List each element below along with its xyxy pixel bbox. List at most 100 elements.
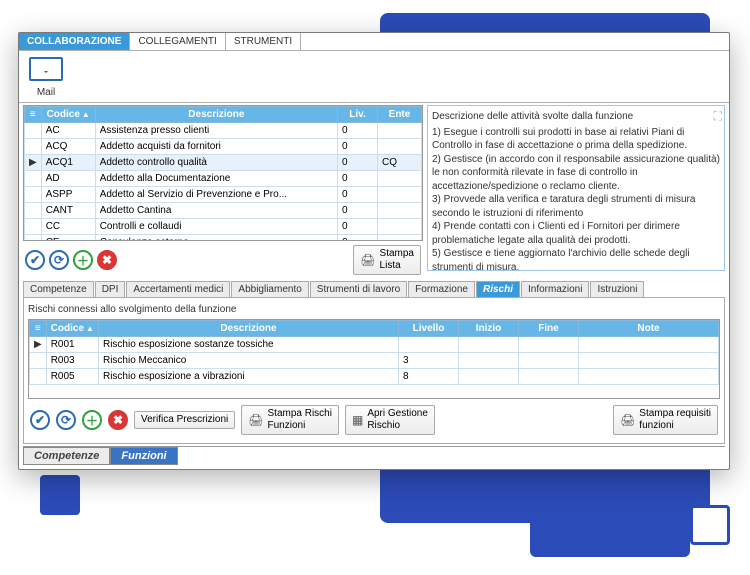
sub-tab-dpi[interactable]: DPI: [95, 281, 126, 297]
cell-codice: ASPP: [41, 187, 95, 203]
table-row[interactable]: AD Addetto alla Documentazione 0: [25, 171, 422, 187]
row-handle[interactable]: [25, 139, 42, 155]
sub-tab-competenze[interactable]: Competenze: [23, 281, 94, 297]
apri-gestione-rischio-button[interactable]: ▦ Apri Gestione Rischio: [345, 405, 435, 435]
cell-inizio: [459, 369, 519, 385]
ribbon-tab-collegamenti[interactable]: COLLEGAMENTI: [130, 33, 225, 50]
cell-descrizione: Rischio Meccanico: [98, 353, 398, 369]
col-descrizione[interactable]: Descrizione: [95, 107, 337, 123]
r-refresh-button[interactable]: ⟳: [56, 410, 76, 430]
cell-codice: ACQ: [41, 139, 95, 155]
cell-fine: [519, 337, 579, 353]
cell-inizio: [459, 337, 519, 353]
cell-liv: 0: [338, 203, 378, 219]
main-grid[interactable]: ≡ Codice▲ Descrizione Liv. Ente AC Assis…: [23, 105, 423, 241]
table-row[interactable]: R005 Rischio esposizione a vibrazioni 8: [30, 369, 719, 385]
print-icon: 🖨: [248, 413, 263, 427]
table-row[interactable]: ▶ R001 Rischio esposizione sostanze toss…: [30, 337, 719, 353]
r-delete-button[interactable]: ✖: [108, 410, 128, 430]
verifica-prescrizioni-button[interactable]: Verifica Prescrizioni: [134, 411, 235, 429]
table-row[interactable]: ▶ ACQ1 Addetto controllo qualità 0 CQ: [25, 155, 422, 171]
cell-liv: 0: [338, 219, 378, 235]
ribbon-tab-collaborazione[interactable]: COLLABORAZIONE: [19, 33, 130, 50]
print-icon: 🖨: [360, 253, 375, 267]
add-button[interactable]: ＋: [73, 250, 93, 270]
table-row[interactable]: AC Assistenza presso clienti 0: [25, 123, 422, 139]
cell-descrizione: Rischio esposizione a vibrazioni: [98, 369, 398, 385]
cell-ente: [378, 219, 422, 235]
table-row[interactable]: ASPP Addetto al Servizio di Prevenzione …: [25, 187, 422, 203]
sub-tab-formazione[interactable]: Formazione: [408, 281, 475, 297]
rischi-handle-header[interactable]: ≡: [30, 321, 47, 337]
ribbon-tab-strumenti[interactable]: STRUMENTI: [226, 33, 301, 50]
grid-handle-header[interactable]: ≡: [25, 107, 42, 123]
rcol-inizio[interactable]: Inizio: [459, 321, 519, 337]
cell-descrizione: Addetto al Servizio di Prevenzione e Pro…: [95, 187, 337, 203]
r-confirm-button[interactable]: ✔: [30, 410, 50, 430]
delete-button[interactable]: ✖: [97, 250, 117, 270]
col-ente[interactable]: Ente: [378, 107, 422, 123]
row-handle[interactable]: [25, 219, 42, 235]
description-panel: ⛶ Descrizione delle attività svolte dall…: [427, 105, 725, 271]
cell-codice: AD: [41, 171, 95, 187]
rcol-descrizione[interactable]: Descrizione: [98, 321, 398, 337]
sub-tab-abbigliamento[interactable]: Abbigliamento: [231, 281, 308, 297]
row-handle[interactable]: [30, 369, 47, 385]
cell-liv: 0: [338, 139, 378, 155]
row-handle[interactable]: [25, 171, 42, 187]
cell-codice: CANT: [41, 203, 95, 219]
print-icon: 🖨: [620, 413, 635, 427]
cell-livello: [399, 337, 459, 353]
col-codice[interactable]: Codice▲: [41, 107, 95, 123]
col-liv[interactable]: Liv.: [338, 107, 378, 123]
sub-tab-strumenti-di-lavoro[interactable]: Strumenti di lavoro: [310, 281, 407, 297]
cell-ente: [378, 139, 422, 155]
cell-ente: [378, 203, 422, 219]
refresh-button[interactable]: ⟳: [49, 250, 69, 270]
rischi-toolbar: ✔ ⟳ ＋ ✖ Verifica Prescrizioni 🖨 Stampa R…: [28, 399, 720, 439]
rcol-codice[interactable]: Codice▲: [46, 321, 98, 337]
table-row[interactable]: CC Controlli e collaudi 0: [25, 219, 422, 235]
r-add-button[interactable]: ＋: [82, 410, 102, 430]
cell-descrizione: Assistenza presso clienti: [95, 123, 337, 139]
row-handle[interactable]: [25, 187, 42, 203]
cell-note: [579, 337, 719, 353]
cell-codice: ACQ1: [41, 155, 95, 171]
cell-descrizione: Addetto controllo qualità: [95, 155, 337, 171]
cell-liv: 0: [338, 155, 378, 171]
stampa-lista-button[interactable]: 🖨 Stampa Lista: [353, 245, 421, 275]
confirm-button[interactable]: ✔: [25, 250, 45, 270]
footer-tab-competenze[interactable]: Competenze: [23, 447, 110, 465]
ribbon-tabs: COLLABORAZIONE COLLEGAMENTI STRUMENTI: [19, 33, 729, 51]
cell-codice: R005: [46, 369, 98, 385]
table-row[interactable]: CANT Addetto Cantina 0: [25, 203, 422, 219]
row-handle[interactable]: [30, 353, 47, 369]
footer-tab-funzioni[interactable]: Funzioni: [110, 447, 177, 465]
rcol-fine[interactable]: Fine: [519, 321, 579, 337]
cell-liv: 0: [338, 171, 378, 187]
cell-descrizione: Rischio esposizione sostanze tossiche: [98, 337, 398, 353]
sub-tab-rischi[interactable]: Rischi: [476, 281, 520, 297]
table-row[interactable]: R003 Rischio Meccanico 3: [30, 353, 719, 369]
rischi-grid[interactable]: ≡ Codice▲ Descrizione Livello Inizio Fin…: [28, 319, 720, 399]
cell-ente: [378, 187, 422, 203]
row-handle[interactable]: [25, 123, 42, 139]
sub-tab-informazioni[interactable]: Informazioni: [521, 281, 589, 297]
stampa-rischi-button[interactable]: 🖨 Stampa Rischi Funzioni: [241, 405, 339, 435]
sub-tab-accertamenti-medici[interactable]: Accertamenti medici: [126, 281, 230, 297]
cell-fine: [519, 353, 579, 369]
expand-icon[interactable]: ⛶: [714, 108, 722, 124]
cell-codice: R003: [46, 353, 98, 369]
row-handle[interactable]: [25, 203, 42, 219]
stampa-requisiti-button[interactable]: 🖨 Stampa requisiti funzioni: [613, 405, 718, 435]
row-handle[interactable]: ▶: [30, 337, 47, 353]
row-handle[interactable]: ▶: [25, 155, 42, 171]
rcol-livello[interactable]: Livello: [399, 321, 459, 337]
mail-button[interactable]: Mail: [29, 57, 63, 98]
ribbon-body: Mail: [19, 51, 729, 102]
rcol-note[interactable]: Note: [579, 321, 719, 337]
sub-tab-istruzioni[interactable]: Istruzioni: [590, 281, 644, 297]
cell-fine: [519, 369, 579, 385]
table-row[interactable]: ACQ Addetto acquisti da fornitori 0: [25, 139, 422, 155]
description-body: 1) Esegue i controlli sui prodotti in ba…: [432, 126, 720, 272]
